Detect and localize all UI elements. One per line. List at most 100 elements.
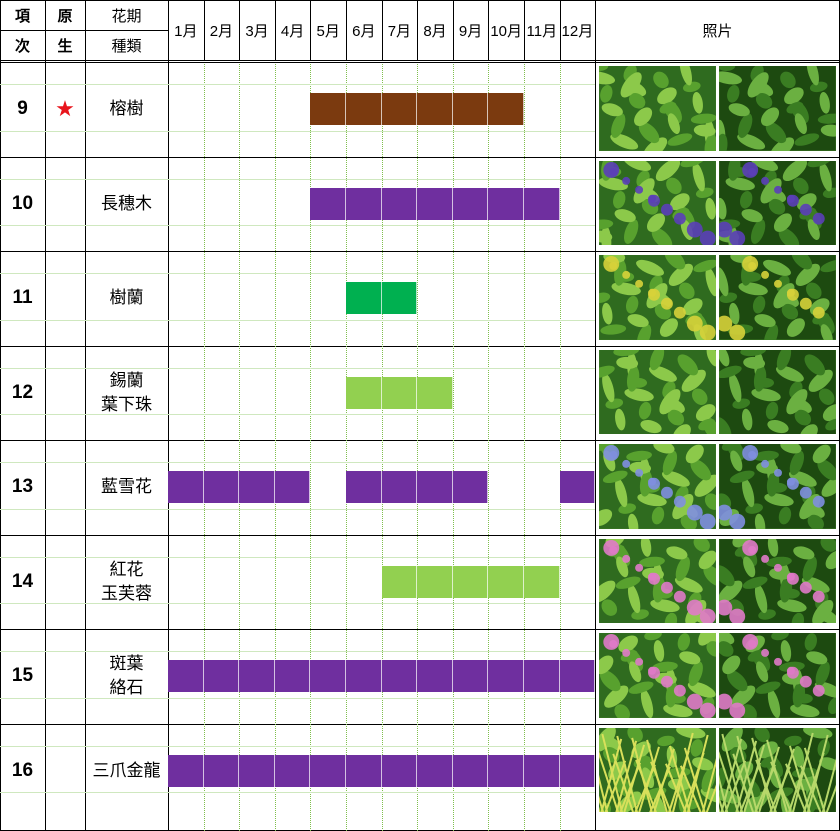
item-number: 9 [17,98,28,120]
flowering-bar-segment [381,754,418,787]
flowering-bar-segment [524,565,560,598]
flowering-bar-segment [452,754,489,787]
flowering-bar-segment [488,754,524,787]
flowering-bar-segment [488,187,524,220]
sub-row-line [0,367,595,369]
purple-shrub-photo [719,160,836,245]
month-guide-line [274,64,276,831]
species-name: 樹蘭 [85,253,168,344]
flowering-bar-segment [168,471,204,504]
grid-line [524,0,525,60]
grid-line [0,345,840,347]
item-number: 14 [11,570,34,592]
sub-row-line [0,792,595,793]
grid-line [0,723,840,725]
native-cell [45,442,85,533]
header-flowering-period: 花期 [111,7,142,25]
month-header: 9月 [458,22,483,40]
month-header: 2月 [209,22,234,40]
flowering-bar-segment [381,660,418,693]
grid-line [0,30,168,31]
sub-row-line [0,462,595,463]
month-guide-line [417,64,419,831]
month-header: 11月 [526,22,558,40]
month-guide-line [310,64,312,831]
pink-shrub-photo [719,538,836,623]
flowering-bar-segment [417,471,453,504]
grid-line [381,0,383,60]
month-guide-line [452,64,454,831]
grid-line [203,0,205,60]
sub-row-line [0,697,595,699]
grid-line [0,0,1,831]
banyan-tree-photo [719,66,836,151]
header-item-no-2: 次 [14,37,30,55]
header-species: 種類 [111,37,142,55]
grid-line [595,0,596,831]
flowering-bar-segment [452,93,489,126]
month-header: 8月 [423,22,447,40]
species-name-line: 長穗木 [101,193,152,213]
grid-line [0,62,840,63]
species-name-line: 葉下珠 [101,394,152,414]
flowering-bar-segment [274,754,311,787]
sub-row-line [0,603,595,604]
species-name: 錫蘭 葉下珠 [85,348,168,439]
grid-line [0,60,840,61]
banyan-leaves-photo [599,66,716,151]
flowering-bar-segment [452,471,489,504]
flowering-bar-segment [239,471,275,504]
flowering-bar-segment [452,187,489,220]
sub-row-line [0,414,595,415]
species-name: 榕樹 [85,64,168,155]
variegated-shrub-photo [719,633,836,718]
flowering-bar-segment [274,471,311,504]
species-name: 斑葉 絡石 [85,631,168,722]
species-name: 三爪金龍 [85,726,168,817]
species-name-line: 藍雪花 [101,477,152,497]
flowering-bar-segment [524,754,560,787]
flowering-bar-segment [346,660,382,693]
native-cell [45,631,85,722]
hanging-fruit-photo [599,349,716,434]
species-name-line: 絡石 [109,678,144,698]
flowering-bar-segment [203,660,240,693]
green-shrub-photo [719,255,836,340]
species-name: 長穗木 [85,159,168,250]
flowering-bar-segment [346,187,382,220]
pink-flower-silver-leaf-photo [599,538,716,623]
flowering-bar-segment [346,93,382,126]
grid-line [0,534,840,536]
month-guide-line [239,64,241,831]
sub-row-line [0,84,595,85]
blue-plumbago-photo [599,444,716,529]
grid-line [274,0,276,60]
grid-line [0,0,840,1]
flowering-bar-segment [203,471,240,504]
month-header: 5月 [316,22,340,40]
month-guide-line [524,64,525,831]
flowering-bar-segment [452,565,489,598]
flowering-bar-segment [417,565,453,598]
flowering-bar-segment [346,376,382,409]
sub-row-line [0,508,595,510]
variegated-leaf-photo [599,633,716,718]
header-photos: 照片 [702,22,733,40]
yellow-grass-photo [599,727,716,812]
flowering-bar-segment [452,660,489,693]
grid-line [559,0,561,60]
flowering-bar-segment [559,660,596,693]
purple-flower-photo [599,160,716,245]
month-guide-line [381,64,383,831]
species-name-line: 三爪金龍 [92,760,161,780]
flowering-bar-segment [381,282,418,315]
green-grass-photo [719,727,836,812]
header-item-no: 項 [14,7,30,25]
grid-line [310,0,312,60]
grid-line [0,251,840,252]
species-name-line: 紅花 [109,559,144,579]
sub-row-line [0,130,595,132]
month-header: 7月 [387,22,412,40]
item-number: 13 [11,476,34,498]
